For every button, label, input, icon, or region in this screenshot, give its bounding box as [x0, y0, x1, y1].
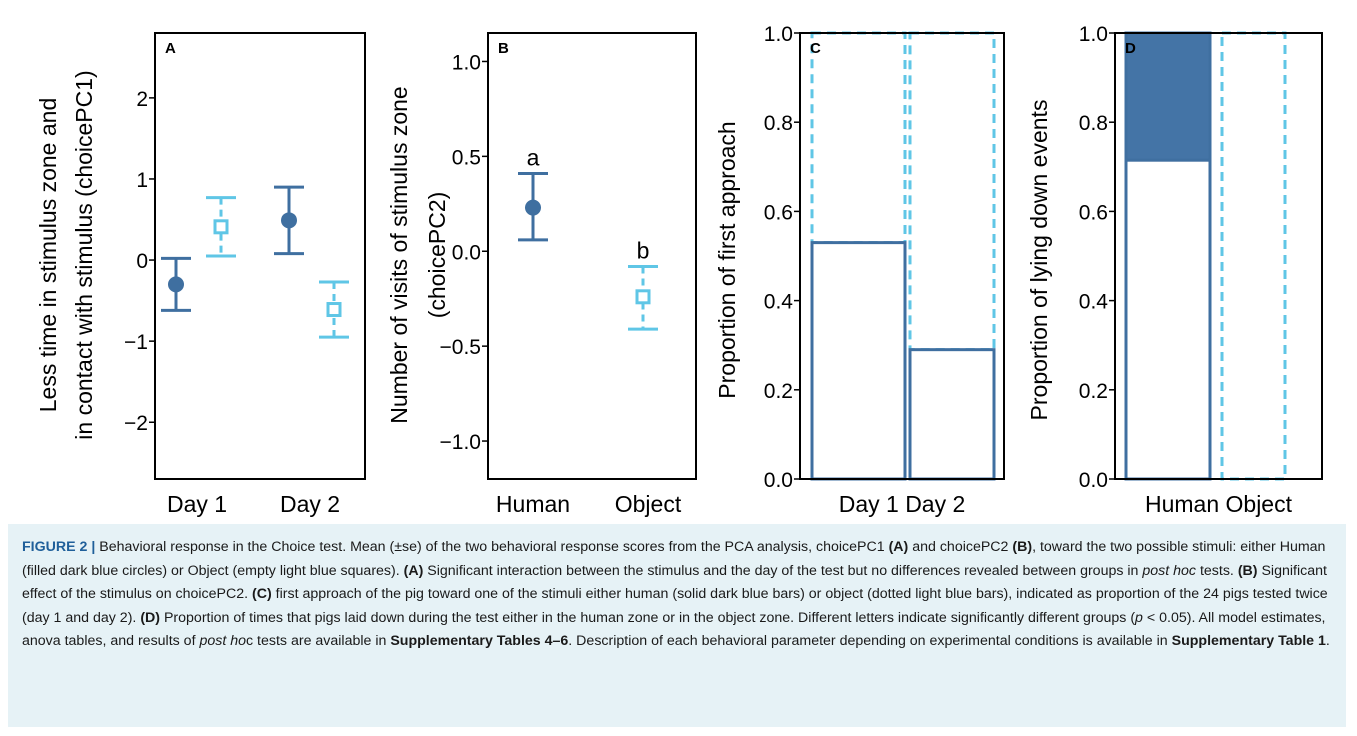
- caption-label: FIGURE 2 |: [22, 539, 96, 555]
- caption-text: Significant interaction between the stim…: [423, 562, 1143, 579]
- x-category-label-d: Human Object: [1145, 491, 1293, 517]
- y-tick-label-b: 1.0: [452, 51, 481, 74]
- y-tick-label-b: 0.5: [452, 146, 481, 169]
- y-axis-label-a: in contact with stimulus (choicePC1): [71, 70, 97, 439]
- y-tick-label-a: 1: [136, 169, 148, 192]
- caption-italic: post hoc: [1142, 562, 1197, 579]
- caption-ref-c: (C): [252, 586, 272, 603]
- y-axis-label-b: (choicePC2): [424, 192, 450, 319]
- y-axis-label-d: Proportion of lying down events: [1026, 100, 1052, 421]
- caption-text: Behavioral response in the Choice test. …: [95, 539, 889, 555]
- x-category-label-b: Human: [496, 491, 570, 517]
- y-tick-label-c: 0.6: [764, 201, 793, 224]
- caption-text: Significant effect of the stimulus on ch…: [22, 562, 1327, 603]
- y-tick-label-d: 0.4: [1079, 291, 1109, 314]
- y-tick-label-c: 0.8: [764, 112, 793, 135]
- y-tick-label-c: 1.0: [764, 23, 793, 46]
- panel-letter-c: C: [810, 40, 821, 57]
- mean-point-human-a: [281, 212, 297, 229]
- caption-ref-a: (A): [403, 562, 424, 579]
- y-tick-label-a: 0: [136, 250, 148, 273]
- mean-point-object-a: [326, 302, 342, 318]
- bar-object-d: [1220, 31, 1287, 481]
- significance-letter-b: a: [527, 144, 540, 170]
- panel-frame-d: [1114, 32, 1323, 480]
- y-tick-label-d: 1.0: [1079, 23, 1108, 46]
- caption-text: and choicePC2: [908, 539, 1013, 555]
- y-tick-label-d: 0.8: [1079, 112, 1108, 135]
- panel-letter-b: B: [498, 40, 509, 57]
- caption-ref-b: (B): [1012, 539, 1033, 555]
- bar-object-c: [908, 31, 996, 352]
- caption-italic: p: [1135, 609, 1143, 626]
- y-tick-label-a: −1: [124, 331, 148, 354]
- caption-text: first approach of the pig toward one of …: [22, 586, 1328, 626]
- y-tick-label-b: −0.5: [440, 336, 481, 359]
- figure-2: A 2 1 0 −1 −2 Less time in stimulus zone and in…: [35, 23, 1323, 517]
- y-tick-label-c: 0.0: [764, 469, 793, 492]
- x-category-label-c: Day 1 Day 2: [839, 491, 966, 517]
- x-category-label-a: Day 1: [167, 491, 227, 517]
- mean-point-object-a: [213, 219, 229, 235]
- caption-ref-a: (A): [888, 539, 909, 555]
- caption-ref-b: (B): [1237, 562, 1258, 579]
- caption-supp-link: Supplementary Tables 4–6: [390, 633, 569, 650]
- y-tick-label-b: 0.0: [452, 241, 481, 264]
- y-axis-label-a: Less time in stimulus zone and: [35, 98, 61, 413]
- y-tick-label-d: 0.2: [1079, 380, 1108, 403]
- mean-point-object-b: [635, 289, 651, 305]
- caption-text: Proportion of times that pigs laid down …: [160, 609, 1136, 626]
- caption-text: , toward the two possible stimuli: eithe…: [22, 539, 1326, 579]
- significance-letter-b: b: [637, 237, 650, 263]
- caption-text: . Description of each behavioral paramet…: [568, 633, 1172, 650]
- bar-human-c: [810, 241, 907, 481]
- mean-point-human-b: [525, 199, 541, 216]
- y-tick-label-a: −2: [124, 412, 148, 435]
- caption-text: c tests are available in: [246, 633, 391, 650]
- bar-human-c: [908, 348, 996, 481]
- bar-human-outline-d: [1124, 158, 1212, 481]
- panel-frame-c: [799, 32, 1005, 480]
- y-tick-label-c: 0.2: [764, 380, 793, 403]
- bar-object-c: [810, 31, 907, 245]
- caption-text: tests.: [1196, 562, 1238, 579]
- y-tick-label-d: 0.0: [1079, 469, 1108, 492]
- caption-italic: post ho: [199, 633, 247, 650]
- y-tick-label-c: 0.4: [764, 291, 794, 314]
- figure-caption: FIGURE 2 | Behavioral response in the Ch…: [8, 524, 1346, 727]
- y-tick-label-a: 2: [136, 88, 148, 111]
- mean-point-human-a: [168, 276, 184, 293]
- y-tick-label-b: −1.0: [440, 431, 481, 454]
- panel-letter-a: A: [165, 40, 176, 57]
- x-category-label-a: Day 2: [280, 491, 340, 517]
- panel-frame-a: [154, 32, 366, 480]
- y-axis-label-b: Number of visits of stimulus zone: [386, 86, 412, 423]
- y-tick-label-d: 0.6: [1079, 201, 1108, 224]
- caption-text: < 0.05). All model estimates, anova tabl…: [22, 609, 1326, 650]
- caption-text: .: [1325, 633, 1330, 650]
- caption-supp-link: Supplementary Table 1: [1171, 633, 1326, 650]
- x-category-label-b: Object: [615, 491, 682, 517]
- panel-frame-b: [487, 32, 697, 480]
- bar-human-filled-d: [1124, 31, 1212, 162]
- panel-letter-d: D: [1125, 40, 1136, 57]
- y-axis-label-c: Proportion of first approach: [714, 121, 740, 398]
- caption-ref-d: (D): [140, 609, 161, 626]
